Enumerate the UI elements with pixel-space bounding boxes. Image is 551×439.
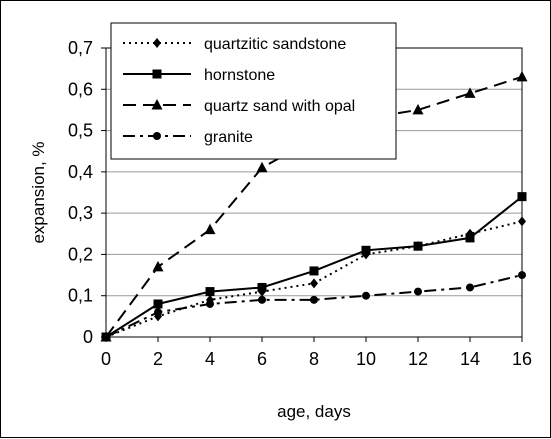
data-point xyxy=(518,216,526,227)
x-axis-title: age, days xyxy=(277,402,351,421)
y-tick-label: 0,1 xyxy=(68,286,93,306)
x-tick-label: 14 xyxy=(460,349,480,369)
x-tick-label: 4 xyxy=(205,349,215,369)
y-tick-label: 0 xyxy=(83,327,93,347)
data-point xyxy=(205,287,215,297)
legend-label: granite xyxy=(204,129,253,146)
data-point xyxy=(258,295,266,304)
y-tick-label: 0,2 xyxy=(68,244,93,264)
legend-label: quartzitic sandstone xyxy=(204,36,346,53)
data-point xyxy=(257,282,267,292)
data-point xyxy=(464,87,476,98)
data-point xyxy=(361,245,371,255)
x-tick-label: 16 xyxy=(512,349,532,369)
x-tick-label: 8 xyxy=(309,349,319,369)
y-tick-label: 0,4 xyxy=(68,162,93,182)
series-line xyxy=(105,274,523,338)
data-point xyxy=(517,192,527,202)
data-point xyxy=(154,308,162,317)
data-point xyxy=(204,223,216,235)
data-point xyxy=(153,299,163,309)
legend-entry: quartz sand with opal xyxy=(123,98,355,115)
legend-entry: hornstone xyxy=(123,67,275,84)
data-point xyxy=(518,271,526,280)
data-point xyxy=(256,161,268,173)
legend-swatch-marker xyxy=(153,38,161,48)
data-point xyxy=(310,295,318,304)
y-tick-label: 0,5 xyxy=(68,121,93,141)
legend-label: quartz sand with opal xyxy=(204,98,355,115)
data-point xyxy=(465,233,475,243)
legend-entry: quartzitic sandstone xyxy=(123,36,346,53)
ticks-layer: 0 0,1 0,2 0,3 0,4 0,5 0,6 0,7 0 2 4 6 8 10 12 14 16 xyxy=(68,38,532,369)
x-tick-label: 0 xyxy=(101,349,111,369)
legend-entry: granite xyxy=(123,129,253,146)
y-axis-title: expansion, % xyxy=(29,141,48,243)
legend: quartzitic sandstone hornstone quartz sand… xyxy=(110,22,397,160)
data-point xyxy=(466,283,474,292)
x-tick-label: 12 xyxy=(408,349,428,369)
data-point xyxy=(412,103,424,115)
data-point xyxy=(310,278,318,289)
x-tick-label: 6 xyxy=(257,349,267,369)
legend-swatch-marker xyxy=(151,99,163,110)
y-tick-label: 0,3 xyxy=(68,203,93,223)
data-point xyxy=(309,266,319,276)
x-tick-label: 2 xyxy=(153,349,163,369)
data-point xyxy=(413,241,423,251)
legend-swatch-marker xyxy=(153,132,161,140)
y-tick-label: 0,7 xyxy=(68,38,93,58)
series-1 xyxy=(101,192,527,342)
data-point xyxy=(206,299,214,308)
data-point xyxy=(152,260,164,272)
data-point xyxy=(362,291,370,300)
legend-label: hornstone xyxy=(204,67,275,84)
legend-swatch-marker xyxy=(152,69,162,79)
series-0 xyxy=(102,216,526,342)
data-point xyxy=(516,70,528,82)
x-tick-label: 10 xyxy=(356,349,376,369)
y-tick-label: 0,6 xyxy=(68,79,93,99)
data-point xyxy=(414,287,422,296)
